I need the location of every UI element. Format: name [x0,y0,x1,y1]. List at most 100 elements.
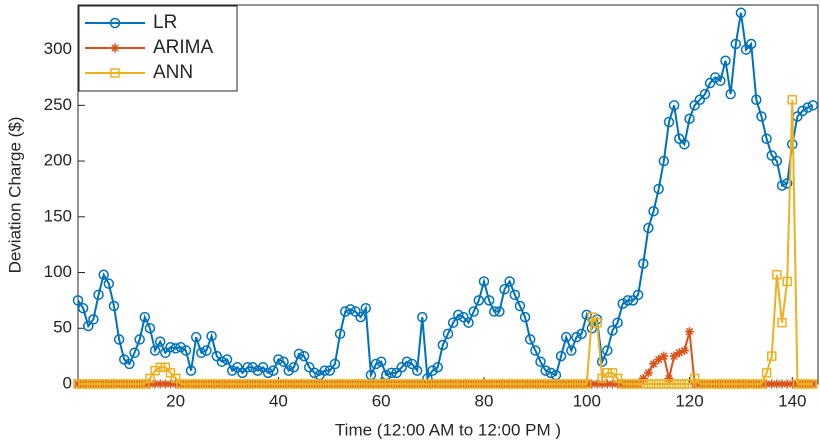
point-marker [417,311,428,323]
point-marker [83,320,94,332]
point-marker [283,379,294,389]
point-marker [375,356,387,367]
point-marker [221,354,233,365]
point-marker [83,379,94,389]
point-marker [432,362,443,373]
point-marker [535,379,546,389]
point-marker [633,379,643,389]
point-marker [504,379,515,389]
point-marker [509,289,521,301]
point-marker [776,180,788,191]
point-marker [802,379,813,389]
point-marker [745,38,757,50]
point-marker [561,379,571,389]
point-marker [145,379,155,389]
point-marker [448,379,458,389]
x-tick-label: 20 [166,391,185,410]
point-marker [767,351,777,361]
point-marker [247,362,258,373]
y-tick-label: 50 [53,318,72,337]
point-marker [679,379,690,389]
point-marker [386,367,397,379]
point-marker [514,300,526,312]
point-marker [432,379,443,389]
point-marker [772,379,782,389]
point-marker [731,379,741,389]
point-marker [602,345,613,356]
point-marker [366,379,376,389]
point-marker [736,379,746,389]
point-marker [217,379,227,389]
point-marker [571,331,582,343]
point-marker [715,379,726,389]
point-marker [781,178,793,189]
point-marker [206,379,217,389]
point-marker [340,379,350,389]
point-marker [185,365,197,376]
point-marker [438,379,448,389]
point-marker [453,309,464,321]
point-marker [350,379,361,389]
point-marker [664,379,674,389]
point-marker [160,362,171,373]
point-marker [304,379,314,389]
point-marker [659,351,669,361]
point-marker [124,379,135,389]
point-marker [262,367,274,379]
point-marker [797,105,808,117]
point-marker [782,276,792,287]
point-marker [761,133,772,145]
point-marker [355,311,366,323]
point-marker [273,354,284,365]
y-axis-label: Deviation Charge ($) [5,117,24,274]
point-marker [494,306,505,317]
point-marker [581,309,592,321]
point-marker [494,379,505,389]
point-marker [88,379,99,389]
point-marker [108,300,120,312]
point-marker [787,379,797,389]
point-marker [391,379,402,389]
point-marker [612,317,623,328]
point-marker [258,379,268,389]
point-marker [622,295,634,306]
point-marker [150,379,160,389]
point-marker [360,302,372,314]
point-marker [329,358,341,370]
y-tick-label: 250 [44,95,72,114]
point-marker [685,327,695,337]
legend-marker [110,43,120,53]
point-marker [617,379,628,389]
point-marker [771,155,783,167]
point-marker [705,379,715,389]
point-marker [520,379,530,389]
point-marker [242,362,253,373]
x-tick-label: 120 [675,391,703,410]
point-marker [597,373,607,384]
point-marker [571,379,582,389]
point-marker [695,379,705,389]
point-marker [725,88,736,100]
y-tick-label: 200 [44,151,72,170]
point-marker [751,94,762,105]
point-marker [613,379,623,389]
point-marker [345,379,356,389]
point-marker [298,350,310,362]
point-marker [751,379,762,389]
point-marker [411,365,423,376]
point-marker [551,379,561,389]
point-marker [166,379,175,389]
point-marker [546,379,556,389]
point-marker [443,379,453,389]
point-marker [684,379,695,389]
legend: LR ARIMA ANN [78,5,238,92]
point-marker [607,379,617,389]
point-marker [334,328,346,340]
point-marker [617,298,628,309]
point-marker [679,139,690,150]
point-marker [437,339,449,351]
point-marker [808,379,818,389]
point-marker [72,295,84,306]
point-marker [402,379,412,389]
